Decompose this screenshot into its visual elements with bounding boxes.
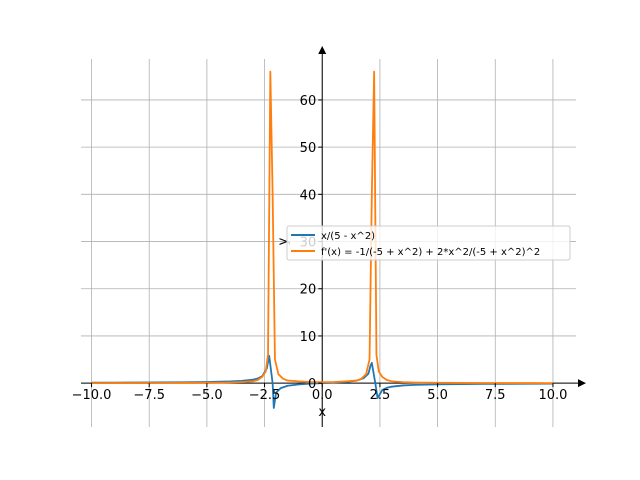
y-tick-label: 10	[300, 330, 317, 345]
y-tick-label: 0	[308, 377, 316, 392]
x-tick-label: 2.5	[370, 388, 391, 403]
x-axis-arrow	[578, 379, 586, 388]
ticks-layer: −10.0−7.5−5.0−2.50.02.55.07.510.00102030…	[72, 94, 568, 403]
y-tick-label: 50	[300, 141, 317, 156]
x-tick-label: 7.5	[485, 388, 506, 403]
x-tick-label: 5.0	[427, 388, 448, 403]
legend: x/(5 - x^2) f'(x) = -1/(-5 + x^2) + 2*x^…	[286, 225, 571, 261]
y-axis-label: y	[276, 237, 291, 245]
x-tick-label: −10.0	[72, 388, 112, 403]
x-tick-label: −5.0	[191, 388, 223, 403]
x-tick-label: 10.0	[538, 388, 567, 403]
series-line-2	[91, 70, 553, 385]
x-tick-label: −2.5	[249, 388, 281, 403]
y-axis-arrow	[318, 46, 327, 54]
y-tick-label: 60	[300, 94, 317, 109]
x-tick-label: −7.5	[133, 388, 165, 403]
x-axis-label: x	[318, 405, 326, 420]
legend-box	[286, 225, 571, 261]
y-tick-label: 40	[300, 188, 317, 203]
x-tick-label: 0.0	[312, 388, 333, 403]
legend-entry-series-2: f'(x) = -1/(-5 + x^2) + 2*x^2/(-5 + x^2)…	[321, 247, 540, 258]
legend-entry-series-1: x/(5 - x^2)	[321, 231, 375, 242]
y-tick-label: 20	[300, 283, 317, 298]
